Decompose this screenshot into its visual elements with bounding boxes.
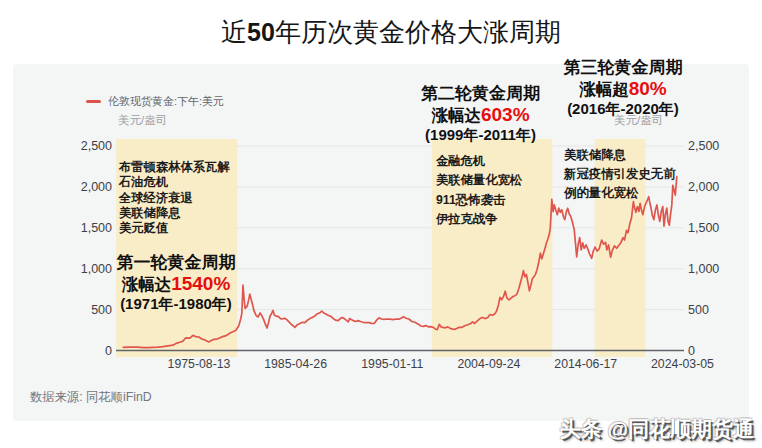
cycle3-gain-pct: 80% [629, 78, 667, 99]
watermark-text: 头条 @同花顺期货通 [560, 417, 754, 440]
cycle2-gain: 涨幅达603% [408, 104, 553, 126]
y-tick-label-left: 1,000 [45, 262, 112, 276]
y-tick-label-left: 0 [45, 344, 112, 358]
annotation-line: 新冠疫情引发史无前例的量化宽松 [564, 165, 681, 203]
data-source: 数据来源: 同花顺iFinD [30, 389, 152, 406]
cycle2-gain-pct: 603% [481, 104, 530, 125]
cycle2-title: 第二轮黄金周期 [408, 83, 553, 104]
y-tick-label-left: 1,500 [45, 221, 112, 235]
legend-label: 伦敦现货黄金:下午:美元 [108, 94, 224, 109]
y-tick-label-right: 0 [688, 344, 695, 358]
annotation-line: 伊拉克战争 [436, 210, 556, 229]
y-tick-label-right: 500 [688, 303, 709, 317]
y-tick-label-right: 2,500 [688, 139, 719, 153]
cycle2-label: 第二轮黄金周期 涨幅达603% (1999年-2011年) [408, 83, 553, 144]
y-tick-label-right: 1,000 [688, 262, 719, 276]
cycle1-gain: 涨幅达1540% [112, 273, 240, 295]
x-tick-label: 1975-08-13 [154, 357, 244, 371]
x-tick-label: 2014-06-17 [541, 357, 631, 371]
x-tick-label: 1985-04-26 [251, 357, 341, 371]
x-tick-label: 2004-09-24 [444, 357, 534, 371]
y-tick-label-left: 2,500 [45, 139, 112, 153]
annotation-line: 全球经济衰退 [119, 191, 241, 206]
page: 近50年历次黄金价格大涨周期 伦敦现货黄金:下午:美元 美元/盎司 美元/盎司 … [0, 0, 762, 448]
cycle2-period: (1999年-2011年) [408, 126, 553, 144]
annotation-line: 911恐怖袭击 [436, 191, 556, 210]
annotation-line: 布雷顿森林体系瓦解 [119, 160, 241, 175]
annotation-line: 石油危机 [119, 175, 241, 190]
chart-legend: 伦敦现货黄金:下午:美元 [86, 94, 224, 108]
cycle3-event-list: 美联储降息新冠疫情引发史无前例的量化宽松 [564, 146, 681, 202]
y-tick-label-left: 2,000 [45, 180, 112, 194]
y-tick-label-right: 1,500 [688, 221, 719, 235]
legend-line-swatch [86, 100, 101, 103]
annotation-line: 美联储降息 [564, 146, 681, 165]
x-tick-label: 1995-01-11 [347, 357, 437, 371]
annotation-line: 金融危机 [436, 152, 556, 171]
watermark-toutiao: 头条 @同花顺期货通 [560, 415, 754, 443]
cycle1-period: (1971年-1980年) [112, 295, 240, 313]
y-axis-unit-left: 美元/盎司 [118, 113, 167, 128]
x-tick-label: 2024-03-05 [637, 357, 727, 371]
cycle3-title: 第三轮黄金周期 [543, 57, 703, 78]
cycle3-label: 第三轮黄金周期 涨幅超80% (2016年-2020年) [543, 57, 703, 118]
cycle2-event-list: 金融危机美联储量化宽松911恐怖袭击伊拉克战争 [436, 152, 556, 229]
cycle1-event-list: 布雷顿森林体系瓦解石油危机全球经济衰退美联储降息美元贬值 [119, 160, 241, 236]
y-tick-label-left: 500 [45, 303, 112, 317]
cycle1-label: 第一轮黄金周期 涨幅达1540% (1971年-1980年) [112, 252, 240, 313]
cycle1-title: 第一轮黄金周期 [112, 252, 240, 273]
annotation-line: 美元贬值 [119, 221, 241, 236]
annotation-line: 美联储降息 [119, 206, 241, 221]
cycle3-period: (2016年-2020年) [543, 100, 703, 118]
y-tick-label-right: 2,000 [688, 180, 719, 194]
cycle3-gain: 涨幅超80% [543, 78, 703, 100]
cycle1-gain-pct: 1540% [171, 273, 230, 294]
annotation-line: 美联储量化宽松 [436, 171, 556, 190]
